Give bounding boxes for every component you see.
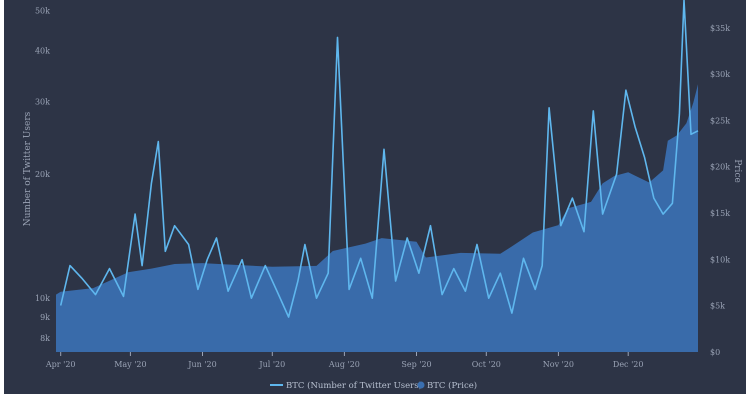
legend-price-swatch (417, 381, 425, 389)
x-tick-label: Dec '20 (613, 360, 644, 369)
twitter-users-line-layer (59, 0, 699, 318)
right-tick-label: $15k (710, 209, 730, 218)
x-tick-label: Nov '20 (543, 360, 574, 369)
left-axis-ticks: 8k 9k 10k 20k 30k 40k 50k (35, 6, 50, 343)
x-tick-label: Sep '20 (401, 360, 431, 369)
right-tick-label: $0 (710, 348, 720, 357)
right-tick-label: $25k (710, 116, 730, 125)
right-tick-label: $30k (710, 70, 730, 79)
price-area (56, 84, 698, 353)
chart: 8k 9k 10k 20k 30k 40k 50k $0 $5k $10k $15k $20k $25… (4, 0, 746, 394)
right-axis-ticks: $0 $5k $10k $15k $20k $25k $30k $35k (710, 24, 730, 357)
x-tick-label: Aug '20 (328, 360, 360, 369)
x-axis-ticks: Apr '20 May '20 Jun '20 Jul '20 Aug '20 Sep '… (45, 352, 644, 369)
right-tick-label: $10k (710, 255, 730, 264)
x-tick-label: Jul '20 (258, 360, 285, 369)
left-tick-label: 40k (35, 46, 50, 55)
twitter-users-line (59, 0, 699, 318)
right-axis-label: Price (732, 159, 742, 183)
x-tick-label: Apr '20 (45, 360, 76, 369)
right-tick-label: $20k (710, 163, 730, 172)
legend: BTC (Number of Twitter Users) BTC (Price… (270, 380, 477, 391)
left-tick-label: 10k (35, 294, 50, 303)
right-tick-label: $35k (710, 24, 730, 33)
right-tick-label: $5k (710, 302, 725, 311)
left-tick-label: 8k (40, 334, 50, 343)
chart-svg: 8k 9k 10k 20k 30k 40k 50k $0 $5k $10k $15k $20k $25… (4, 0, 746, 394)
legend-price-label: BTC (Price) (427, 380, 477, 391)
x-tick-label: Jun '20 (187, 360, 216, 369)
left-tick-label: 20k (35, 170, 50, 179)
left-axis-label: Number of Twitter Users (23, 111, 33, 226)
x-tick-label: May '20 (114, 360, 146, 369)
x-tick-label: Oct '20 (472, 360, 501, 369)
left-tick-label: 50k (35, 6, 50, 15)
price-area-layer (56, 84, 698, 353)
left-tick-label: 30k (35, 98, 50, 107)
left-tick-label: 9k (40, 313, 50, 322)
legend-twitter-users-label: BTC (Number of Twitter Users) (286, 380, 422, 391)
